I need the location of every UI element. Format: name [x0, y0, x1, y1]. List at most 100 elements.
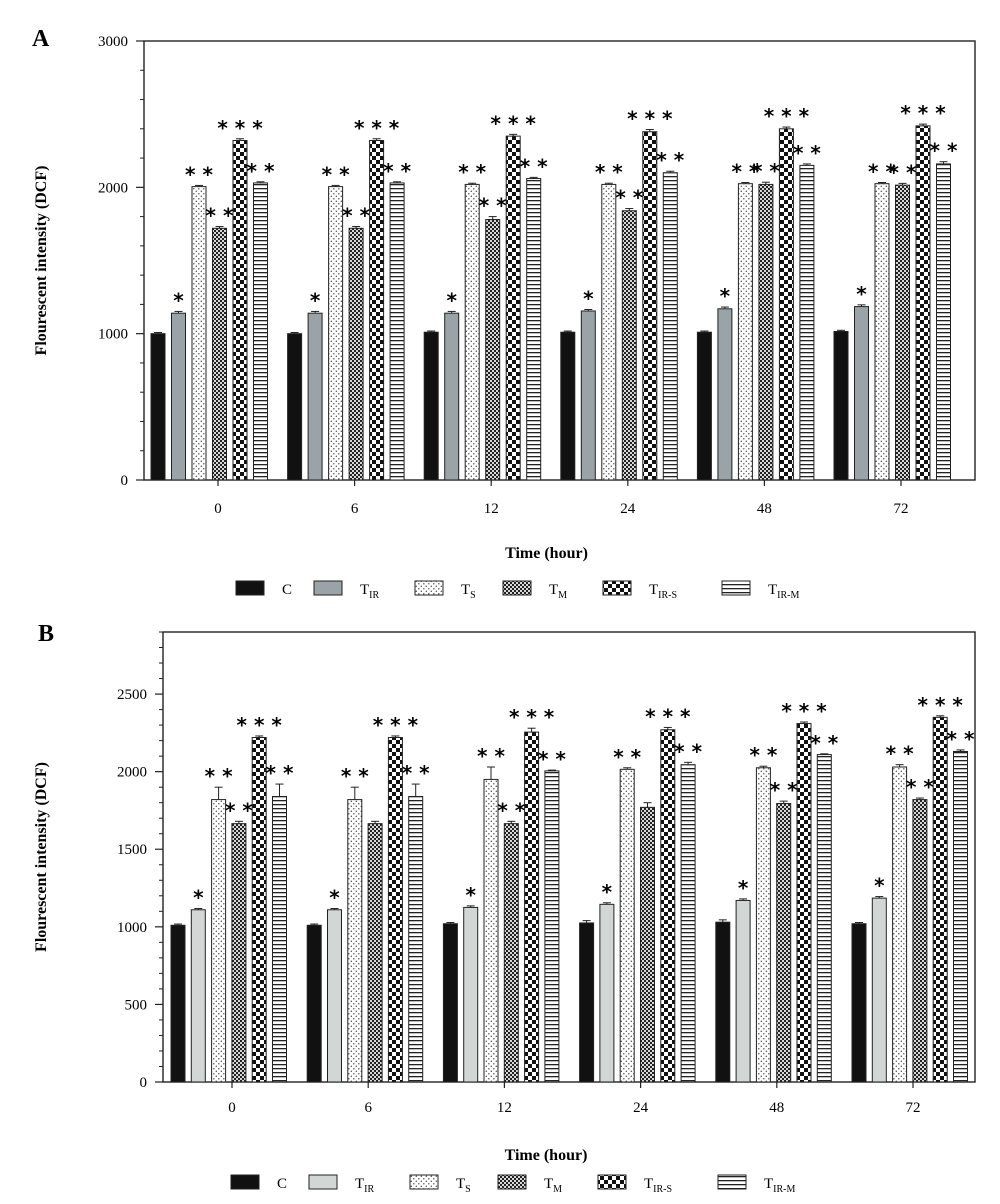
legend-label-tirm: TIR-M — [768, 582, 800, 601]
significance-marker: * * — [615, 186, 643, 210]
legend-swatch-c — [230, 1174, 260, 1190]
bar-c — [560, 331, 576, 481]
bar-tm — [758, 183, 774, 481]
bar-tm — [776, 802, 792, 1083]
bar-ts — [347, 799, 363, 1083]
chart-panel-b: 0 500 1000 1500 2000 2500 Flourescent intensit… — [33, 631, 976, 1164]
bar-c — [442, 923, 458, 1083]
bar-tir — [717, 308, 733, 481]
significance-marker: * * — [520, 154, 548, 178]
bar-tirs — [796, 723, 812, 1083]
bar-tirs — [932, 716, 948, 1083]
legend-label-subscript: IR-S — [658, 590, 677, 601]
x-tick-label: 48 — [769, 1100, 784, 1116]
significance-marker: * — [583, 287, 594, 311]
legend-label-main: T — [764, 1176, 773, 1192]
significance-marker: * * — [595, 160, 623, 184]
bar-tir — [444, 312, 460, 481]
significance-marker: * * — [266, 761, 294, 785]
significance-marker: * — [310, 288, 321, 312]
bar-tir — [599, 903, 615, 1083]
y-tick-label: 2500 — [117, 687, 147, 703]
bar-c — [306, 924, 322, 1083]
bar-tm — [895, 184, 910, 481]
bar-tirs — [232, 140, 248, 481]
significance-marker: * * — [247, 159, 275, 183]
significance-marker: * — [856, 282, 867, 306]
bar-ts — [464, 183, 480, 481]
legend-label-subscript: M — [553, 1184, 562, 1195]
significance-marker: * — [738, 876, 749, 900]
bar-ts — [601, 183, 617, 481]
significance-marker: * — [446, 288, 457, 312]
bar-ts — [483, 778, 499, 1083]
x-tick-label: 24 — [633, 1100, 649, 1116]
bar-tir — [854, 306, 869, 481]
legend-label-tirs: TIR-S — [644, 1176, 672, 1195]
bar-tirm — [953, 750, 968, 1083]
bar-tirm — [799, 164, 815, 481]
significance-marker: * * — [538, 747, 566, 771]
significance-marker: * * — [613, 745, 641, 769]
significance-marker: * * — [341, 764, 369, 788]
legend-panel-a: C TIR TS TM TIR-S TIR-M — [235, 580, 800, 601]
legend-label-tirs: TIR-S — [649, 582, 677, 601]
bar-tirs — [778, 128, 794, 481]
bar-tm — [212, 227, 227, 481]
significance-marker: * * — [477, 744, 505, 768]
bar-tirm — [816, 754, 832, 1083]
legend-label-main: T — [649, 582, 658, 598]
significance-marker: * * * — [918, 693, 964, 717]
significance-marker: * * — [749, 743, 777, 767]
significance-marker: * — [173, 288, 184, 312]
bar-c — [851, 923, 867, 1083]
significance-marker: * * * — [781, 699, 827, 723]
significance-marker: * * — [947, 727, 975, 751]
plot-frame — [143, 40, 976, 481]
legend-swatch-tir — [313, 580, 343, 596]
bar-tirm — [680, 764, 696, 1083]
bar-ts — [211, 799, 227, 1083]
bar-ts — [619, 768, 635, 1083]
bar-ts — [892, 766, 908, 1083]
bar-tirm — [936, 163, 951, 481]
legend-label-subscript: S — [465, 1184, 471, 1195]
legend-label-main: T — [355, 1176, 364, 1192]
bar-tirs — [915, 125, 931, 481]
significance-marker: * * — [205, 764, 233, 788]
bar-tm — [640, 806, 655, 1083]
significance-marker: * * — [930, 139, 958, 163]
significance-marker: * * — [458, 160, 486, 184]
legend-swatch-ts — [414, 580, 444, 596]
x-tick-label: 12 — [484, 501, 499, 517]
bar-tirs — [251, 737, 267, 1083]
legend-label-tir: TIR — [355, 1176, 375, 1195]
plot-frame — [162, 631, 976, 1083]
bar-ts — [328, 186, 344, 481]
x-tick-label: 6 — [364, 1100, 372, 1116]
bar-tir — [307, 312, 323, 481]
bar-c — [833, 330, 849, 481]
bar-tirs — [660, 729, 676, 1083]
bar-tirm — [389, 182, 405, 481]
bar-tirm — [253, 182, 268, 481]
legend-label-c: C — [277, 1176, 287, 1192]
significance-marker: * * * — [237, 713, 283, 737]
bar-c — [715, 921, 731, 1083]
panel-letter-a: A — [32, 26, 50, 52]
bar-c — [150, 333, 166, 481]
x-tick-label: 0 — [214, 501, 222, 517]
legend-label-main: T — [768, 582, 777, 598]
bar-tm — [367, 823, 383, 1083]
significance-marker: * — [329, 886, 340, 910]
x-axis-title: Time (hour) — [505, 1147, 588, 1164]
bar-ts — [737, 183, 753, 481]
legend-label-main: T — [461, 582, 470, 598]
bar-ts — [755, 767, 771, 1083]
legend-label-tm: TM — [549, 582, 567, 601]
legend-swatch-tm — [497, 1174, 527, 1190]
significance-marker: * * — [752, 159, 780, 183]
significance-marker: * * — [906, 775, 934, 799]
legend-label-c: C — [282, 582, 292, 598]
significance-marker: * * — [793, 141, 821, 165]
